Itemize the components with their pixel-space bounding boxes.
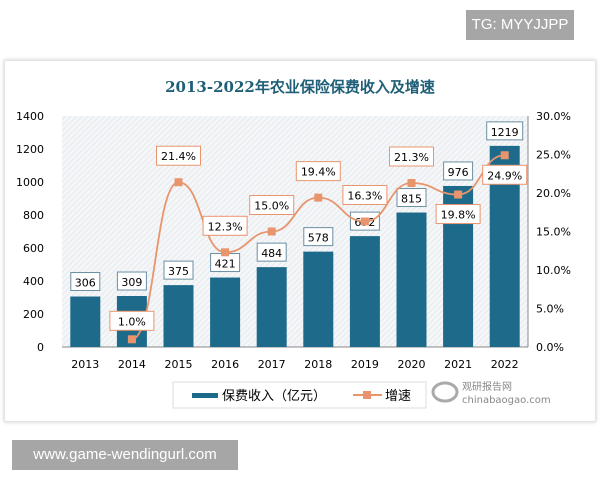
y-right-tick: 10.0%: [536, 264, 571, 277]
growth-label-box: [342, 184, 388, 205]
growth-marker: [314, 193, 323, 202]
bar-label-box: [70, 272, 101, 292]
x-tick: 2018: [304, 358, 332, 371]
x-tick: 2021: [444, 358, 472, 371]
bar-label-box: [303, 227, 334, 247]
legend-bar-label: 保费收入（亿元）: [222, 389, 326, 404]
bar: [256, 267, 287, 347]
bar-label: 309: [121, 276, 142, 289]
growth-marker: [500, 151, 509, 160]
y-right-tick: 15.0%: [536, 226, 571, 239]
growth-marker: [221, 248, 230, 257]
x-tick: 2015: [165, 358, 193, 371]
legend-line-marker: [363, 391, 371, 399]
bar-label: 578: [308, 232, 329, 245]
y-left-tick: 1000: [16, 176, 44, 189]
bar-label: 375: [168, 265, 189, 278]
x-tick: 2017: [258, 358, 286, 371]
watermark-tg: TG: MYYJJPP: [466, 10, 574, 40]
growth-marker: [127, 335, 136, 344]
growth-label: 24.9%: [487, 169, 522, 182]
x-tick: 2014: [118, 358, 146, 371]
bar-label-box: [396, 188, 427, 208]
growth-marker: [407, 178, 416, 187]
legend-bar-swatch: [192, 393, 218, 398]
bar-label-box: [443, 161, 474, 181]
growth-label: 21.3%: [394, 151, 429, 164]
bar: [70, 296, 101, 347]
y-right-tick: 0.0%: [536, 341, 564, 354]
bar-label: 421: [215, 258, 236, 271]
y-left-tick: 0: [37, 341, 44, 354]
x-tick: 2022: [491, 358, 519, 371]
growth-label-box: [109, 310, 155, 331]
growth-label: 19.8%: [441, 209, 476, 222]
y-right-tick: 30.0%: [536, 110, 571, 123]
legend: 保费收入（亿元） 增速: [172, 381, 427, 409]
growth-label-box: [389, 146, 434, 167]
bar-label: 484: [261, 247, 282, 260]
growth-marker: [454, 190, 463, 199]
bar: [396, 212, 427, 347]
growth-label-box: [202, 215, 248, 236]
y-right-tick: 5.0%: [536, 303, 564, 316]
growth-marker: [174, 178, 183, 187]
bar-label-box: [486, 121, 524, 141]
x-tick: 2013: [71, 358, 99, 371]
bar-label-box: [116, 271, 147, 291]
y-left-tick: 1200: [16, 143, 44, 156]
y-left-tick: 800: [23, 209, 44, 222]
bar: [210, 277, 241, 347]
growth-marker: [360, 217, 369, 226]
bar-label: 815: [401, 193, 422, 206]
growth-marker: [267, 227, 276, 236]
y-left-tick: 200: [23, 308, 44, 321]
growth-label-box: [482, 164, 528, 185]
growth-label-box: [295, 161, 341, 182]
bar: [303, 251, 334, 347]
bar-label: 976: [448, 166, 469, 179]
y-left-tick: 600: [23, 242, 44, 255]
growth-label-box: [435, 204, 481, 225]
growth-label: 1.0%: [118, 315, 146, 328]
y-right-tick: 25.0%: [536, 149, 571, 162]
growth-label: 12.3%: [208, 220, 243, 233]
growth-label-box: [249, 195, 295, 215]
growth-label: 21.4%: [161, 150, 196, 163]
chart-title: 2013-2022年农业保险保费收入及增速: [165, 78, 435, 96]
logo-watermark: 观研报告网 chinabaogao.com: [431, 380, 551, 406]
bar: [349, 236, 380, 347]
bar-label: 1219: [491, 126, 519, 139]
growth-label: 15.0%: [254, 200, 289, 213]
growth-label-box: [156, 145, 201, 166]
bar-label-box: [163, 260, 194, 280]
watermark-site: www.game-wendingurl.com: [12, 440, 238, 470]
growth-label: 19.4%: [301, 166, 336, 179]
logo-text: 观研报告网 chinabaogao.com: [462, 380, 551, 406]
x-tick: 2020: [398, 358, 426, 371]
y-left-tick: 1400: [16, 110, 44, 123]
legend-line-label: 增速: [385, 389, 411, 404]
bar: [163, 285, 194, 347]
y-left-tick: 400: [23, 275, 44, 288]
bar-label-box: [256, 242, 287, 262]
bar-label: 306: [75, 277, 96, 290]
x-tick: 2019: [351, 358, 379, 371]
x-tick: 2016: [211, 358, 239, 371]
growth-label: 16.3%: [347, 189, 382, 202]
y-right-tick: 20.0%: [536, 187, 571, 200]
